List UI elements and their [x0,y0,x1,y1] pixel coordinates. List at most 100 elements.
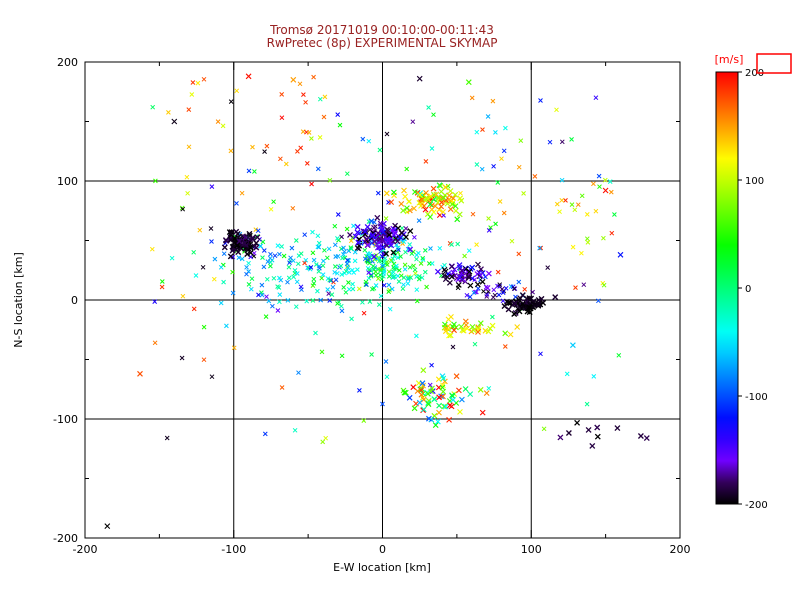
data-point [180,293,186,299]
data-point [537,245,542,251]
data-point [407,246,414,253]
data-point [446,192,453,199]
data-point [466,248,472,254]
data-point [286,275,292,281]
data-point [414,256,419,262]
data-point [335,301,340,306]
data-point [414,388,421,394]
data-point [460,327,467,334]
data-point [346,286,352,292]
data-point [607,179,613,184]
data-point [356,286,362,292]
data-point [489,322,496,329]
data-point [401,275,407,280]
data-point [405,281,411,286]
data-point [298,251,304,256]
data-point [584,401,590,407]
data-point [325,287,331,292]
data-point [244,251,251,258]
data-point [429,202,435,208]
data-point [392,274,397,280]
data-point [294,279,300,285]
data-point [252,169,257,174]
data-point [361,418,367,423]
data-point [514,324,521,330]
data-point [311,74,316,80]
data-point [475,286,481,291]
data-point [569,137,574,142]
data-point [601,235,606,241]
data-point [451,327,457,334]
data-point [191,249,197,255]
data-point [585,240,591,245]
data-point [573,285,578,290]
x-tick-label: 0 [379,543,386,556]
grid-lines [85,62,680,538]
data-point [212,256,218,262]
data-point [456,387,462,394]
data-point [532,174,538,179]
data-point [589,442,596,449]
data-point [386,269,392,275]
data-point [363,236,370,242]
data-point [362,256,368,262]
data-point [594,433,601,440]
data-point [348,245,354,250]
data-point [152,340,158,346]
data-point [309,181,314,187]
data-point [348,238,354,244]
data-point [596,173,602,179]
data-point [345,257,350,263]
data-point [423,159,429,164]
data-point [293,304,299,310]
data-point [485,270,492,277]
data-point [462,386,469,392]
data-point [456,274,463,281]
data-point [440,194,447,201]
data-point [450,397,456,403]
data-point [223,237,230,244]
data-point [500,290,506,295]
data-point [420,406,427,413]
data-point [315,166,321,172]
data-point [493,221,498,227]
data-point [228,99,234,104]
colorbar-tick-label: -100 [745,392,768,403]
x-tick-label: 100 [521,543,542,556]
data-point [387,306,393,312]
x-tick-label: 200 [670,543,691,556]
data-point [401,282,406,288]
data-point [383,235,390,242]
data-point [486,228,492,233]
data-point [411,205,417,212]
data-point [373,253,379,258]
data-point [455,241,461,247]
data-point [427,214,434,220]
data-point [313,330,318,336]
data-point [434,268,441,275]
data-point [346,280,351,285]
data-point [497,282,503,287]
data-point [361,310,367,316]
data-point [349,316,354,322]
data-point [574,419,581,426]
data-point [447,188,454,194]
data-point [451,321,457,328]
data-point [391,265,396,270]
data-point [220,123,226,129]
data-point [201,76,207,82]
colorbar-tick-label: -200 [745,500,768,511]
data-point [509,238,515,244]
data-point [283,161,289,167]
data-point [602,187,609,194]
data-point [464,325,471,332]
data-point [319,275,325,281]
axis-ticks [84,61,681,539]
data-point [612,212,617,217]
data-point [344,171,350,177]
data-point [362,247,368,253]
data-point [437,182,444,189]
data-point [406,394,413,401]
data-point [259,292,265,298]
data-point [617,251,624,258]
